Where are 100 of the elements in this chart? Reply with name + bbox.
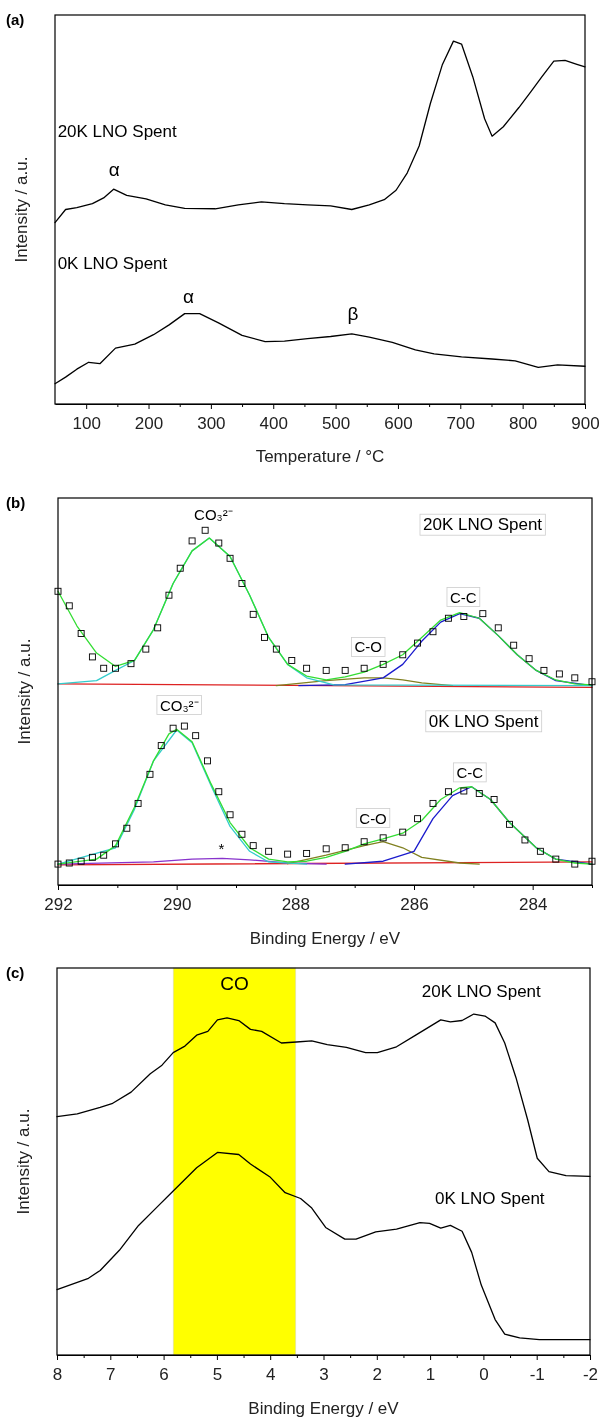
point [215,788,223,796]
x-axis-title: Binding Energy / eV [249,929,401,948]
point [265,847,273,855]
point [188,537,196,545]
point [249,842,257,850]
point [521,836,529,844]
point [571,860,579,868]
point [588,857,596,865]
y-axis-title: Intensity / a.u. [14,1108,33,1215]
x-axis-title: Binding Energy / eV [248,1399,400,1418]
point [322,666,330,674]
point [261,633,268,641]
point [88,853,96,861]
y-axis-title: Intensity / a.u. [12,156,31,263]
text: CO₃²⁻ [194,505,233,523]
x-tick-label: 4 [265,1365,276,1384]
x-tick-label: -2 [582,1365,599,1384]
annotation: C-C [456,763,484,781]
annotation: α [108,158,120,180]
point [88,653,96,661]
annotation: 0K LNO Spent [57,254,168,274]
point [379,660,387,668]
point [429,628,437,636]
point [146,770,154,778]
point [226,554,234,562]
point [65,859,73,867]
point [303,664,311,672]
point [288,657,296,664]
point [588,678,596,686]
point [77,857,85,865]
point [303,849,311,857]
point [123,824,131,832]
point [506,820,513,828]
point [100,851,108,859]
point [475,790,483,797]
point [238,580,246,587]
point [460,613,468,620]
x-tick-label: 500 [321,414,351,433]
x-tick-label: 2 [372,1365,383,1384]
x-tick-label: 290 [162,895,192,914]
annotation: C-O [359,809,387,827]
annotation: 0K LNO Spent [434,1189,545,1209]
point [169,724,177,732]
point [54,860,62,868]
point [127,660,135,668]
chart-title: (a) [6,11,25,28]
point [525,655,533,663]
x-tick-label: 700 [446,414,475,433]
point [100,664,108,672]
band-label: CO [220,973,249,994]
point [112,664,119,672]
x-axis-title: Temperature / °C [255,447,385,466]
point [444,614,452,622]
text: 20K LNO Spent [421,982,542,1002]
point [536,847,544,855]
point [540,666,548,674]
x-tick-label: 200 [134,414,164,433]
x-tick-label: 600 [384,414,413,433]
x-tick-label: 292 [44,895,73,914]
point [204,757,211,765]
x-tick-label: 1 [425,1365,436,1384]
point [142,645,150,653]
point [176,564,184,572]
x-tick-label: 3 [319,1365,329,1384]
point [284,850,292,858]
point [112,840,119,848]
x-tick-label: 300 [197,414,226,433]
point [341,844,349,852]
point [322,845,330,853]
point [134,799,142,807]
chart-title: (b) [6,494,26,511]
x-tick-label: 5 [212,1365,223,1384]
point [399,828,407,836]
chart-title: (c) [6,964,25,981]
point [215,539,223,547]
x-tick-label: 6 [159,1365,169,1384]
annotation: 0K LNO Spent [428,711,539,731]
point [192,732,200,740]
x-tick-label: 8 [52,1365,63,1384]
annotation: α [183,285,195,307]
point [157,742,165,750]
point [154,624,162,632]
point [341,666,349,674]
point [238,830,246,838]
point [65,602,73,610]
point [490,796,498,803]
annotation: * [218,839,225,857]
x-tick-label: 100 [72,414,101,433]
point [414,815,422,823]
point [272,645,280,653]
point [494,624,502,632]
point [510,641,518,649]
point [429,799,437,807]
y-axis-title: Intensity / a.u. [15,638,34,745]
x-tick-label: 284 [518,895,548,914]
point [460,787,468,795]
point [54,587,62,595]
x-tick-label: 400 [259,414,288,433]
x-tick-label: -1 [529,1365,545,1384]
point [165,591,173,599]
